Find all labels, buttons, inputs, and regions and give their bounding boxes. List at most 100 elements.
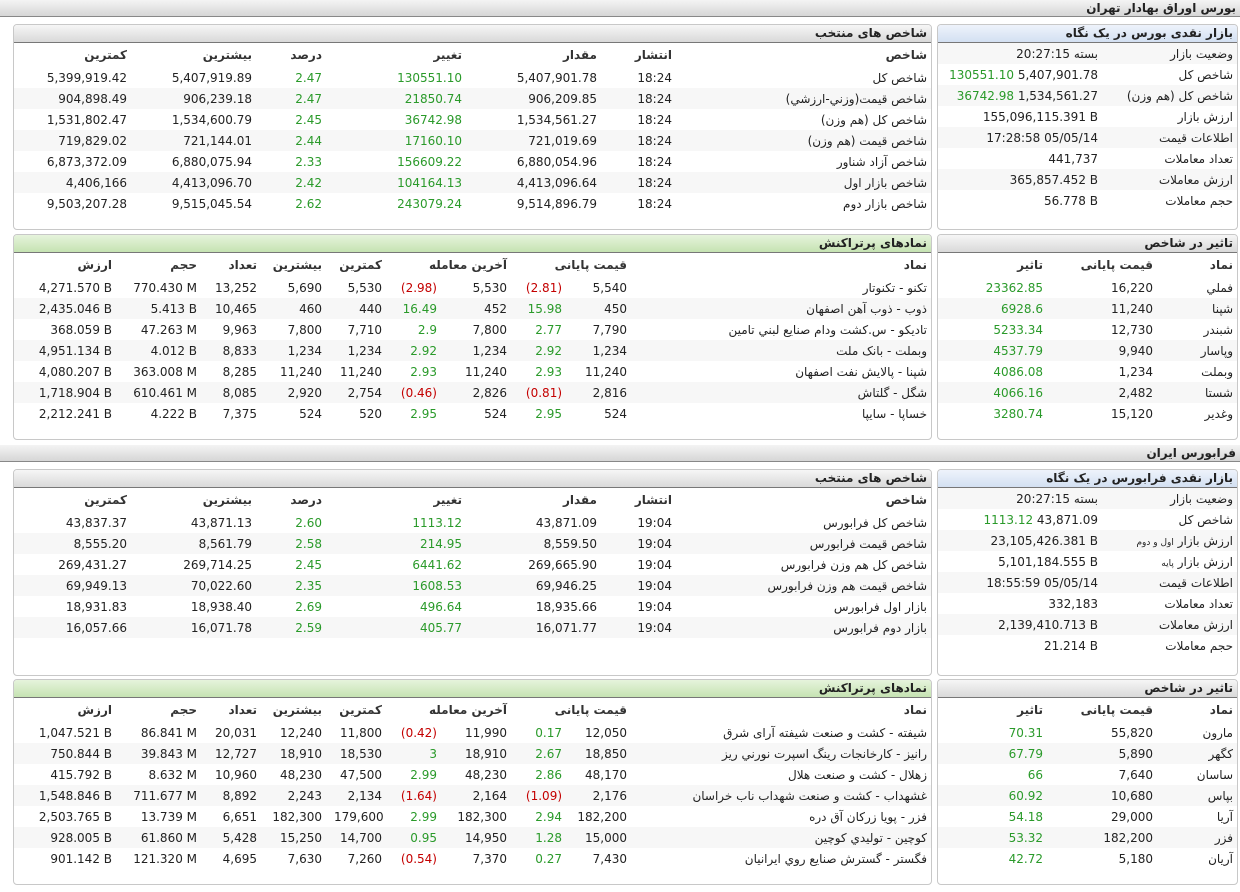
column-header: تاثیر: [1017, 703, 1043, 717]
data-table: شاخص انتشار مقدار تغییر درصد بیشترین کمترین شاخ…: [14, 488, 931, 638]
cell: خساپا - سايپا: [861, 406, 928, 421]
cell: 7,640: [1118, 767, 1153, 782]
cell: 5,530: [347, 280, 382, 295]
cell: 19:04: [637, 599, 672, 614]
cell: 67.79: [938, 743, 1049, 764]
cell: شبندر: [1203, 322, 1233, 337]
glance-panel: بازار نقدی بورس در یک نگاه وضعیت بازار بست…: [937, 24, 1238, 230]
cell: 496.64: [420, 599, 462, 614]
cell: 524: [299, 406, 322, 421]
cell: 48,170: [585, 767, 628, 782]
cell: 4,695: [222, 851, 257, 866]
cell: 20,031: [215, 725, 257, 740]
cell: 18,931.83: [65, 599, 127, 614]
cell: 2.42: [258, 172, 328, 193]
cell: 2,826: [443, 382, 513, 403]
table-row: آريان 5,180 42.72: [938, 848, 1237, 869]
cell: 1,234: [568, 340, 634, 361]
table-row: فزر 182,200 53.32: [938, 827, 1237, 848]
cell: 2.95: [535, 406, 563, 421]
cell: 6441.62: [412, 557, 462, 572]
cell: شاخص بازار دوم: [843, 196, 927, 211]
column-header: بیشترین: [272, 258, 322, 272]
column-header: شاخص: [885, 493, 927, 507]
cell: 12,050: [585, 725, 628, 740]
value: 21.214 B: [1043, 638, 1098, 653]
cell: 9,940: [1049, 340, 1159, 361]
cell: 2,134: [328, 785, 388, 806]
cell: 5,540: [592, 280, 628, 295]
cell: 2,176: [568, 785, 634, 806]
cell: 5,399,919.42: [46, 70, 127, 85]
column-header: تغییر: [433, 48, 462, 62]
cell: 520: [359, 406, 382, 421]
column-header: بیشترین: [202, 48, 252, 62]
cell: 368.059 B: [50, 322, 112, 337]
glance-table: وضعیت بازار بسته 20:27:15 شاخص کل 1113.12 4…: [938, 488, 1237, 656]
cell: 1113.12: [412, 515, 462, 530]
cell: 70,022.60: [133, 575, 258, 596]
header-row: نماد قیمت پایانی تاثیر: [938, 253, 1237, 277]
cell: 18:24: [603, 130, 678, 151]
table-row: شاخص بازار اول 18:24 4,413,096.64 104164.13…: [14, 172, 931, 193]
change: 130551.10: [949, 67, 1015, 82]
cell: 16,071.78: [133, 617, 258, 638]
column-header: قیمت پایانی: [554, 258, 628, 272]
column-header: حجم: [170, 703, 197, 717]
cell: 7,790: [592, 322, 628, 337]
table-row: زهلال - کشت و صنعت هلال 48,170 2.86 48,230 2…: [14, 764, 931, 785]
section-title: بورس اوراق بهادار تهران: [0, 0, 1240, 17]
table-row: بازار دوم فرابورس 19:04 16,071.77 405.77 2.5…: [14, 617, 931, 638]
cell: ذوب - ذوب آهن اصفهان: [633, 298, 931, 319]
cell: 928.005 B: [14, 827, 118, 848]
column-header: درصد: [290, 493, 322, 507]
column-header: قیمت پایانی: [554, 703, 628, 717]
table-row: شاخص بازار دوم 18:24 9,514,896.79 243079.24…: [14, 193, 931, 214]
table-row: وپاسار 9,940 4537.79: [938, 340, 1237, 361]
label-text: ارزش معاملات: [1158, 172, 1233, 187]
cell: 69,949.13: [14, 575, 133, 596]
cell: 2.77: [535, 322, 563, 337]
cell: 770.430 M: [133, 280, 197, 295]
table-row: کگهر 5,890 67.79: [938, 743, 1237, 764]
cell: 8,561.79: [133, 533, 258, 554]
glance-value: 56.778 B: [938, 190, 1104, 211]
cell: 23362.85: [985, 280, 1043, 295]
cell: 1,534,600.79: [171, 112, 252, 127]
glance-label: وضعیت بازار: [1104, 43, 1237, 64]
cell: 7,800: [287, 322, 322, 337]
label-text: اطلاعات قیمت: [1158, 130, 1233, 145]
table-row: بپاس 10,680 60.92: [938, 785, 1237, 806]
glance-value: بسته 20:27:15: [938, 43, 1104, 64]
glance-label: تعداد معاملات: [1104, 593, 1237, 614]
cell: 1,718.904 B: [14, 382, 118, 403]
cell: 104164.13: [328, 172, 468, 193]
cell: 2.99: [410, 767, 437, 782]
glance-row: شاخص کل 1113.12 43,871.09: [938, 509, 1237, 530]
glance-value: 18:55:59 05/05/14: [938, 572, 1104, 593]
column-header: تغییر: [433, 493, 462, 507]
cell: 1,534,561.27: [516, 112, 597, 127]
cell: 18,910: [443, 743, 513, 764]
cell: 6928.6: [938, 298, 1049, 319]
label-text: اطلاعات قیمت: [1158, 575, 1233, 590]
table-row: آريا 29,000 54.18: [938, 806, 1237, 827]
panel-title: نمادهای پرتراکنش: [14, 680, 931, 698]
label-text: ارزش بازار: [1177, 109, 1233, 124]
cell: 5,428: [203, 827, 263, 848]
table-row: شاخص کل (هم وزن) 18:24 1,534,561.27 36742.9…: [14, 109, 931, 130]
cell: 11,240: [465, 364, 507, 379]
cell: شاخص کل: [872, 70, 927, 85]
cell: مارون: [1202, 725, 1234, 740]
cell: شاخص قیمت هم وزن فرابورس: [678, 575, 931, 596]
glance-row: تعداد معاملات 332,183: [938, 593, 1237, 614]
cell: 9,515,045.54: [171, 196, 252, 211]
cell: 1,548.846 B: [14, 785, 118, 806]
cell: 18,530: [328, 743, 388, 764]
cell: 11,800: [340, 725, 382, 740]
cell: 19:04: [603, 533, 678, 554]
cell: 13,252: [215, 280, 257, 295]
cell: 2.92: [513, 340, 569, 361]
table-row: رانيز - کارخانجات رينگ اسپرت نورني ريز 18…: [14, 743, 931, 764]
cell: 2,164: [443, 785, 513, 806]
